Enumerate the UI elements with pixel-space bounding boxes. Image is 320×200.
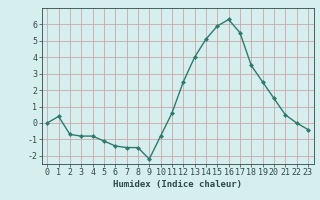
X-axis label: Humidex (Indice chaleur): Humidex (Indice chaleur) [113, 180, 242, 189]
